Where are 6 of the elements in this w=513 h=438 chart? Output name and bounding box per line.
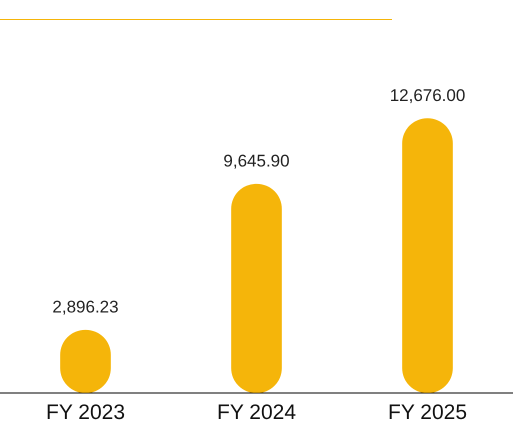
x-tick-label: FY 2025 [388, 401, 468, 424]
x-tick-label: FY 2023 [46, 401, 126, 424]
data-label: 9,645.90 [223, 151, 290, 170]
data-label: 2,896.23 [52, 297, 119, 316]
x-tick-label: FY 2024 [216, 401, 296, 424]
data-label: 12,676.00 [390, 86, 466, 105]
